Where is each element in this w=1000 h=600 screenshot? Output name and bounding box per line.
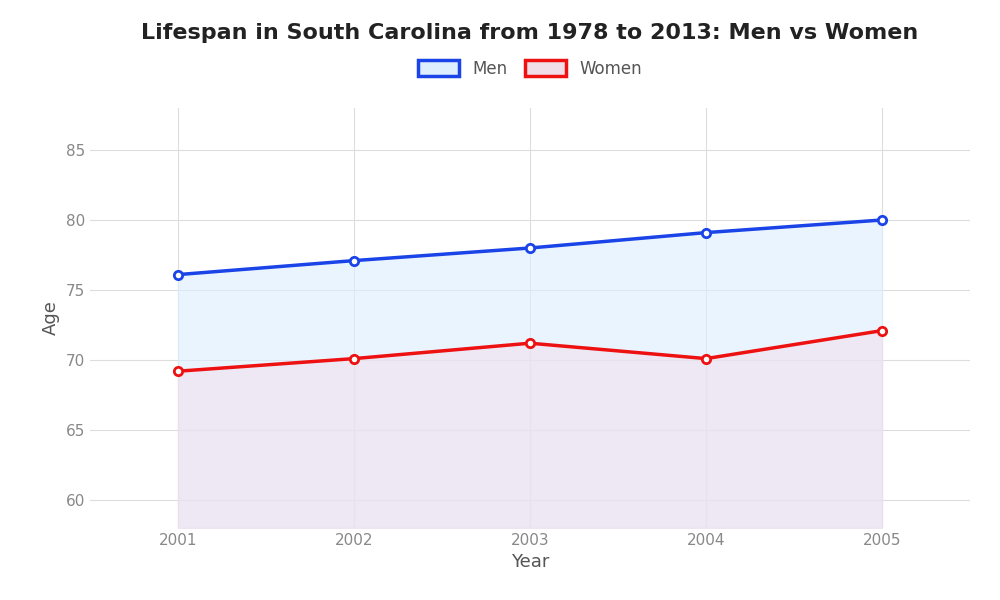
Y-axis label: Age: Age: [42, 301, 60, 335]
X-axis label: Year: Year: [511, 553, 549, 571]
Title: Lifespan in South Carolina from 1978 to 2013: Men vs Women: Lifespan in South Carolina from 1978 to …: [141, 23, 919, 43]
Legend: Men, Women: Men, Women: [411, 53, 649, 85]
